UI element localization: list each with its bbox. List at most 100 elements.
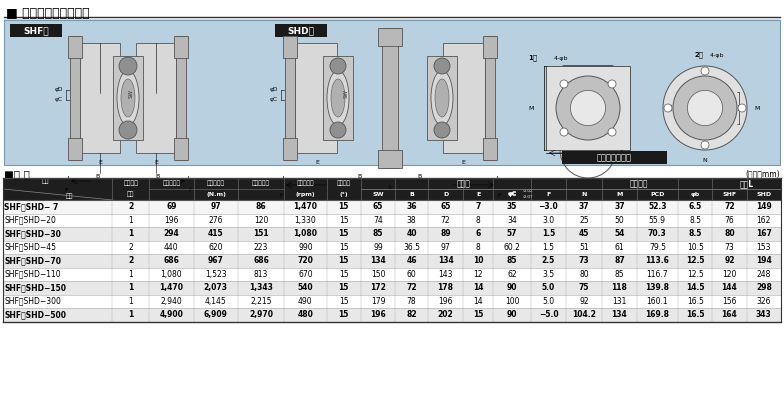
Bar <box>562 151 667 164</box>
Text: SHF・SHD−20: SHF・SHD−20 <box>5 216 56 225</box>
Text: 276: 276 <box>209 216 223 225</box>
Text: 70.3: 70.3 <box>648 229 666 238</box>
Circle shape <box>571 90 605 126</box>
Text: ボルト穴: ボルト穴 <box>630 179 648 188</box>
Text: 16.5: 16.5 <box>686 310 705 319</box>
Bar <box>3 240 781 254</box>
Text: 61: 61 <box>615 243 624 252</box>
Text: 80: 80 <box>724 229 735 238</box>
Bar <box>483 138 497 160</box>
Circle shape <box>701 67 709 75</box>
Text: 1,080: 1,080 <box>161 270 182 279</box>
Text: 164: 164 <box>721 310 738 319</box>
Text: SHD: SHD <box>757 192 771 197</box>
Text: 153: 153 <box>757 243 771 252</box>
Text: 686: 686 <box>163 256 180 265</box>
Text: 15: 15 <box>339 270 349 279</box>
Text: SW: SW <box>372 192 384 197</box>
Text: 45: 45 <box>579 229 589 238</box>
Text: 79.5: 79.5 <box>649 243 666 252</box>
Text: SW: SW <box>343 88 349 97</box>
Text: 143: 143 <box>438 270 453 279</box>
Text: 1型: 1型 <box>528 55 537 61</box>
Bar <box>136 43 176 153</box>
Text: 52.3: 52.3 <box>648 202 666 211</box>
Text: 169.8: 169.8 <box>645 310 670 319</box>
Text: 54: 54 <box>615 229 625 238</box>
Text: 37: 37 <box>614 202 625 211</box>
Text: 118: 118 <box>612 283 627 292</box>
Text: 720: 720 <box>297 256 314 265</box>
Text: 326: 326 <box>757 297 771 306</box>
Text: フランジ形状図: フランジ形状図 <box>597 153 631 162</box>
Circle shape <box>434 58 450 74</box>
Bar <box>3 268 781 281</box>
Bar <box>295 43 337 153</box>
Bar <box>483 36 497 58</box>
Text: 許容曲角: 許容曲角 <box>337 181 350 186</box>
Text: φC: φC <box>270 97 278 102</box>
Text: 196: 196 <box>438 297 453 306</box>
Text: 12.5: 12.5 <box>686 256 705 265</box>
Text: 1.5: 1.5 <box>543 243 554 252</box>
Text: SW: SW <box>129 88 133 97</box>
Text: φD: φD <box>575 102 584 107</box>
Text: 4-φb: 4-φb <box>710 53 724 58</box>
Text: F: F <box>546 192 550 197</box>
Text: 85: 85 <box>615 270 624 279</box>
Text: 25: 25 <box>579 216 589 225</box>
Text: L: L <box>126 181 129 186</box>
Text: 86: 86 <box>256 202 267 211</box>
Bar <box>378 150 402 168</box>
Text: 2,940: 2,940 <box>161 297 182 306</box>
Bar <box>323 56 353 140</box>
Text: 1: 1 <box>128 229 133 238</box>
Text: (°): (°) <box>339 192 348 197</box>
Text: 343: 343 <box>756 310 771 319</box>
Bar <box>3 227 781 240</box>
Bar <box>3 178 781 189</box>
Text: E: E <box>154 161 158 166</box>
Text: 1: 1 <box>129 297 133 306</box>
Text: 1: 1 <box>128 310 133 319</box>
Text: 6.5: 6.5 <box>688 202 702 211</box>
Text: 15: 15 <box>473 310 483 319</box>
Text: SHD型: SHD型 <box>288 26 314 35</box>
Ellipse shape <box>327 71 349 126</box>
Text: 8: 8 <box>476 243 481 252</box>
Bar <box>80 43 120 153</box>
Text: 85: 85 <box>373 229 383 238</box>
Text: 72: 72 <box>441 216 450 225</box>
Text: 8: 8 <box>476 216 481 225</box>
Text: 134: 134 <box>612 310 627 319</box>
Bar <box>427 56 457 140</box>
Ellipse shape <box>331 79 345 117</box>
Text: 120: 120 <box>254 216 268 225</box>
Text: 967: 967 <box>208 256 223 265</box>
Text: 15: 15 <box>339 216 349 225</box>
Text: N: N <box>581 192 586 197</box>
Text: 形状: 形状 <box>127 192 135 197</box>
Text: 116.7: 116.7 <box>647 270 668 279</box>
Text: 92: 92 <box>724 256 735 265</box>
Circle shape <box>119 57 137 75</box>
Text: 80: 80 <box>579 270 589 279</box>
Bar <box>3 200 781 214</box>
Text: 2,215: 2,215 <box>250 297 272 306</box>
Text: 3.5: 3.5 <box>543 270 554 279</box>
Text: φb: φb <box>691 192 700 197</box>
Text: 73: 73 <box>579 256 590 265</box>
Text: -0.07: -0.07 <box>523 195 534 199</box>
Text: (N.m): (N.m) <box>207 192 227 197</box>
Text: 1: 1 <box>128 283 133 292</box>
Text: 型式: 型式 <box>66 194 73 199</box>
Text: 2: 2 <box>128 202 133 211</box>
Text: 99: 99 <box>373 243 383 252</box>
Text: 記号: 記号 <box>42 179 49 184</box>
Bar <box>174 138 188 160</box>
Bar <box>485 36 495 160</box>
Text: 202: 202 <box>437 310 453 319</box>
Text: 1,470: 1,470 <box>159 283 183 292</box>
Circle shape <box>608 80 616 88</box>
Bar <box>283 138 297 160</box>
